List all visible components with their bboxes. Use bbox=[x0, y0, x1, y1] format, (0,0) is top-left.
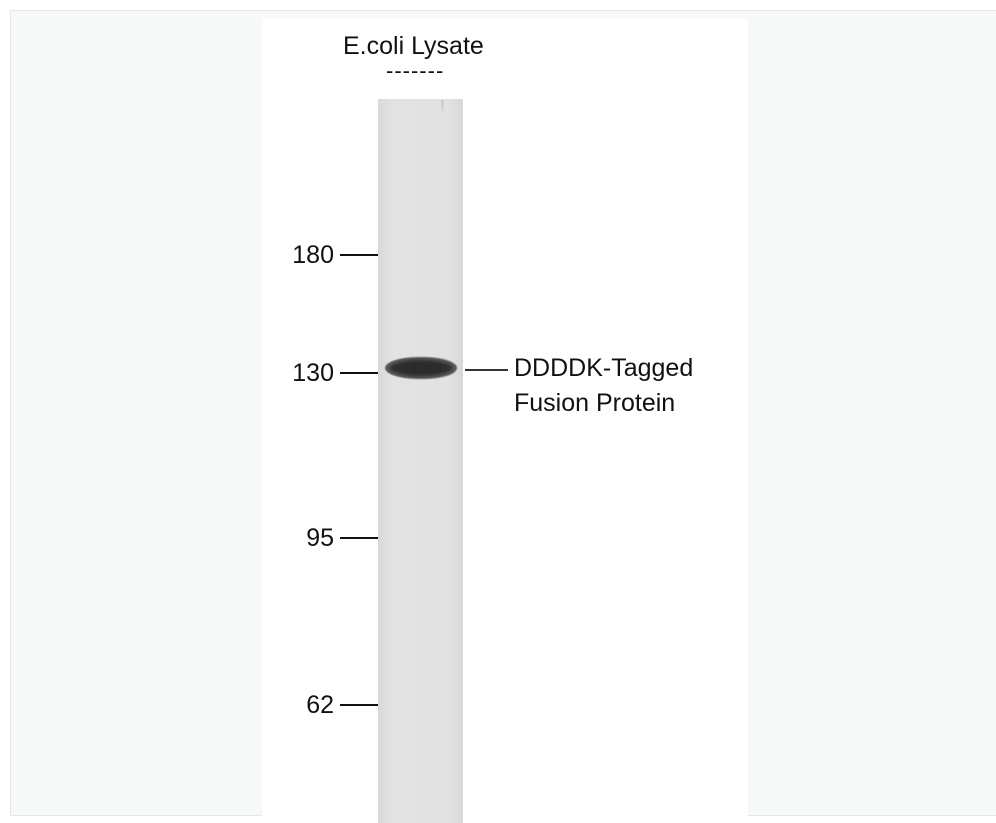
band-annotation-line1: DDDDK-Tagged bbox=[514, 354, 694, 382]
western-blot-image bbox=[262, 18, 748, 823]
marker-label: 130 bbox=[292, 358, 334, 387]
marker-62: 62 bbox=[282, 690, 378, 720]
protein-band-core bbox=[390, 361, 452, 375]
lane-dashes: ------- bbox=[386, 58, 445, 83]
marker-95: 95 bbox=[282, 523, 378, 553]
marker-130: 130 bbox=[282, 358, 378, 388]
marker-tick bbox=[340, 372, 378, 374]
marker-tick bbox=[340, 704, 378, 706]
lane-label: E.coli Lysate bbox=[343, 32, 484, 60]
band-pointer-line bbox=[465, 369, 508, 371]
marker-180: 180 bbox=[282, 240, 378, 270]
lane-artifact bbox=[441, 100, 444, 116]
marker-tick bbox=[340, 254, 378, 256]
band-annotation-line2: Fusion Protein bbox=[514, 389, 676, 417]
marker-label: 62 bbox=[306, 690, 334, 719]
band-annotation: DDDDK-Tagged Fusion Protein bbox=[514, 351, 693, 421]
blot-lane bbox=[378, 99, 463, 823]
marker-label: 95 bbox=[306, 523, 334, 552]
marker-tick bbox=[340, 537, 378, 539]
marker-label: 180 bbox=[292, 240, 334, 269]
